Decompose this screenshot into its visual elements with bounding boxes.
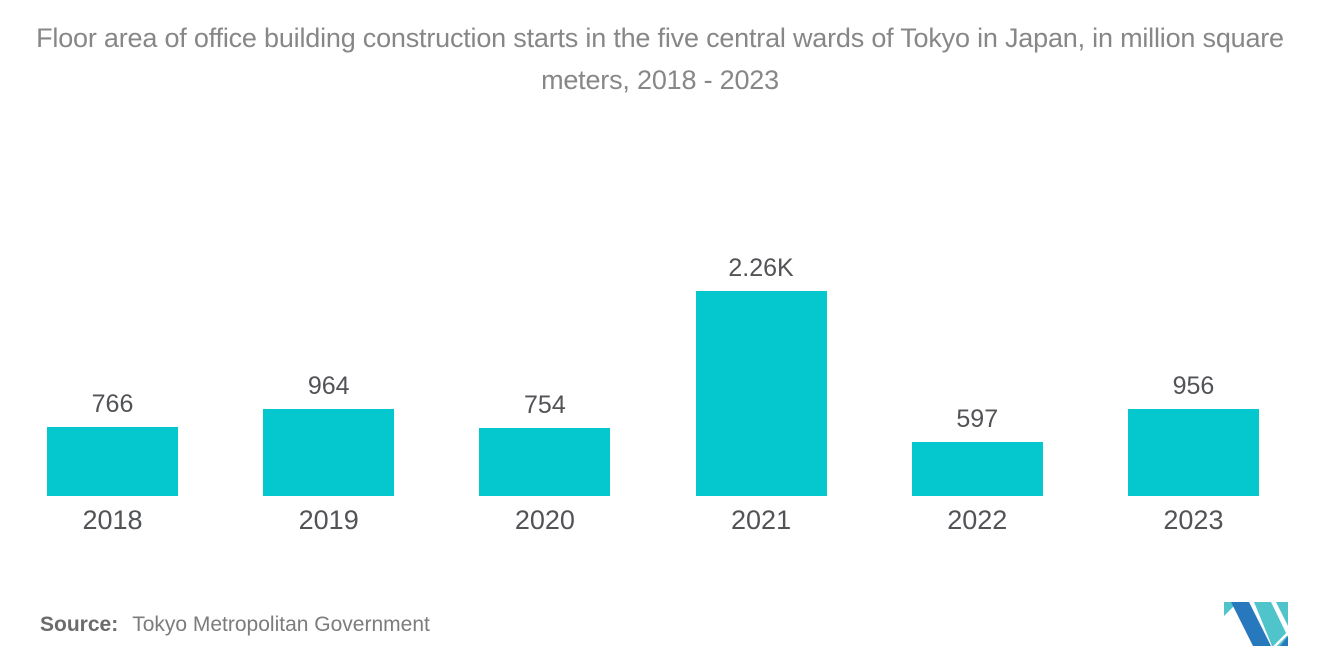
x-axis-label-2021: 2021: [731, 505, 792, 535]
x-axis-label-2020: 2020: [514, 505, 575, 535]
x-axis-label-2022: 2022: [947, 505, 1008, 535]
bar-value-label: 597: [956, 405, 999, 433]
mordor-intelligence-logo: [1224, 602, 1291, 649]
bar-2023: [1127, 409, 1259, 496]
bar-value-label: 766: [91, 390, 134, 418]
bar-value-label: 964: [307, 372, 350, 400]
bar-group-2020: 754 2020: [479, 391, 611, 535]
source-label: Source:: [40, 613, 119, 636]
bar-group-2021: 2.26K 2021: [695, 254, 827, 535]
bar-2020: [479, 428, 611, 496]
bar-chart: 766 2018 964 2019 754 2020 2.26K 2021 597 2022 956…: [47, 0, 1259, 535]
logo-shape: [1280, 636, 1288, 646]
bar-group-2018: 766 2018: [47, 390, 178, 535]
bar-value-label: 2.26K: [728, 254, 794, 282]
bar-value-label: 956: [1172, 372, 1215, 400]
logo-shape: [1276, 602, 1288, 626]
bar-2019: [263, 409, 395, 496]
x-axis-label-2019: 2019: [298, 505, 359, 535]
chart-title: Floor area of office building constructi…: [36, 23, 1284, 95]
logo-shape: [1272, 630, 1291, 649]
logo-shape: [1254, 602, 1288, 646]
source-text: Tokyo Metropolitan Government: [132, 613, 430, 636]
bar-2018: [47, 427, 178, 496]
bar-2021: [695, 291, 827, 496]
logo-shape: [1231, 602, 1271, 646]
bar-group-2022: 597 2022: [911, 405, 1043, 535]
source-row: Source: Tokyo Metropolitan Government: [40, 613, 430, 637]
x-axis-label-2023: 2023: [1163, 505, 1224, 535]
bar-value-label: 754: [524, 391, 566, 419]
x-axis-label-2018: 2018: [82, 505, 143, 535]
bar-2022: [911, 442, 1043, 496]
bar-group-2019: 964 2019: [263, 372, 395, 535]
bar-group-2023: 956 2023: [1127, 372, 1259, 535]
